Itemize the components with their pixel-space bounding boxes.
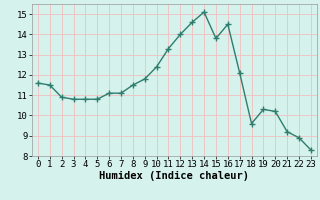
X-axis label: Humidex (Indice chaleur): Humidex (Indice chaleur) xyxy=(100,171,249,181)
